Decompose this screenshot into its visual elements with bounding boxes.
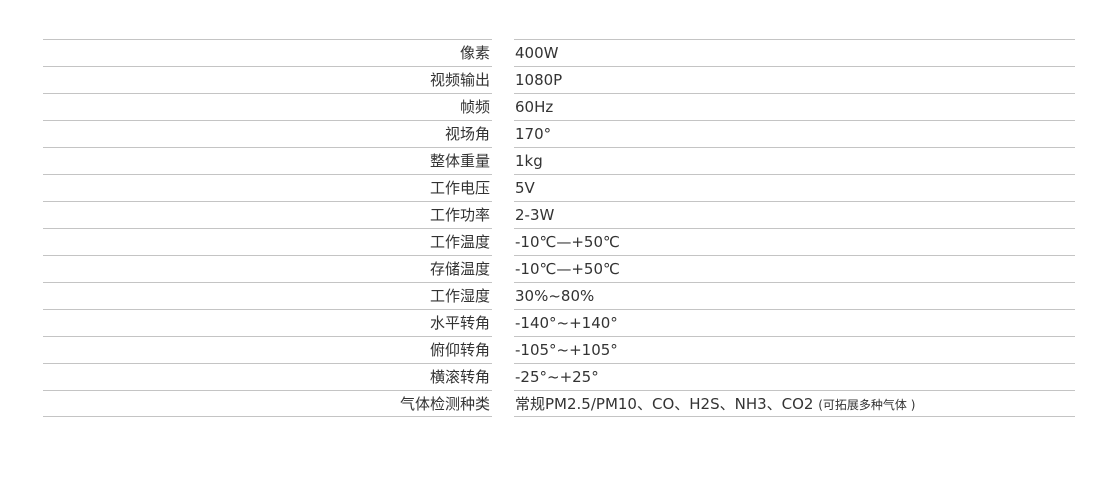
spec-row: 工作温度 -10℃—+50℃: [43, 228, 1075, 255]
spec-value: -10℃—+50℃: [514, 228, 1075, 255]
spec-value: 1080P: [514, 66, 1075, 93]
spec-row: 俯仰转角 -105°~+105°: [43, 336, 1075, 363]
spec-value-text: 常规PM2.5/PM10、CO、H2S、NH3、CO2: [515, 395, 814, 413]
spec-value: 30%~80%: [514, 282, 1075, 309]
spec-value-text: 170°: [515, 125, 552, 143]
spec-label: 俯仰转角: [43, 336, 492, 363]
spec-value: 170°: [514, 120, 1075, 147]
spec-row: 工作电压 5V: [43, 174, 1075, 201]
spec-value-text: 2-3W: [515, 206, 555, 224]
spec-value: 1kg: [514, 147, 1075, 174]
spec-row: 存储温度 -10℃—+50℃: [43, 255, 1075, 282]
spec-value: 400W: [514, 39, 1075, 66]
spec-value: -10℃—+50℃: [514, 255, 1075, 282]
spec-value-text: 30%~80%: [515, 287, 595, 305]
spec-label: 整体重量: [43, 147, 492, 174]
spec-value-text: 1080P: [515, 71, 563, 89]
spec-value-text: -10℃—+50℃: [515, 233, 620, 251]
spec-value: 2-3W: [514, 201, 1075, 228]
spec-row: 像素 400W: [43, 39, 1075, 66]
spec-value-text: 5V: [515, 179, 535, 197]
spec-label: 视场角: [43, 120, 492, 147]
spec-label: 帧频: [43, 93, 492, 120]
spec-label: 横滚转角: [43, 363, 492, 390]
spec-label: 像素: [43, 39, 492, 66]
spec-label: 存储温度: [43, 255, 492, 282]
spec-value: 60Hz: [514, 93, 1075, 120]
spec-row: 工作功率 2-3W: [43, 201, 1075, 228]
spec-value: -105°~+105°: [514, 336, 1075, 363]
spec-label: 视频输出: [43, 66, 492, 93]
spec-row: 视场角 170°: [43, 120, 1075, 147]
spec-row: 工作湿度 30%~80%: [43, 282, 1075, 309]
spec-value-text: -105°~+105°: [515, 341, 618, 359]
spec-value-text: -140°~+140°: [515, 314, 618, 332]
spec-value-text: 60Hz: [515, 98, 554, 116]
spec-row: 视频输出 1080P: [43, 66, 1075, 93]
spec-value-text: 1kg: [515, 152, 543, 170]
spec-row: 横滚转角 -25°~+25°: [43, 363, 1075, 390]
spec-value: 常规PM2.5/PM10、CO、H2S、NH3、CO2 (可拓展多种气体 ): [514, 390, 1075, 417]
spec-label: 工作电压: [43, 174, 492, 201]
spec-value: 5V: [514, 174, 1075, 201]
spec-value: -25°~+25°: [514, 363, 1075, 390]
spec-value-text: 400W: [515, 44, 559, 62]
spec-value-text: -10℃—+50℃: [515, 260, 620, 278]
spec-value-text: -25°~+25°: [515, 368, 599, 386]
spec-row: 气体检测种类 常规PM2.5/PM10、CO、H2S、NH3、CO2 (可拓展多种…: [43, 390, 1075, 417]
spec-label: 气体检测种类: [43, 390, 492, 417]
spec-label: 水平转角: [43, 309, 492, 336]
spec-row: 整体重量 1kg: [43, 147, 1075, 174]
spec-label: 工作湿度: [43, 282, 492, 309]
spec-row: 水平转角 -140°~+140°: [43, 309, 1075, 336]
spec-value-note: (可拓展多种气体 ): [818, 398, 916, 412]
spec-label: 工作温度: [43, 228, 492, 255]
spec-row: 帧频 60Hz: [43, 93, 1075, 120]
spec-table: 像素 400W 视频输出 1080P 帧频 60Hz 视场角 170° 整体重量 1kg 工作电压 5…: [43, 39, 1075, 417]
spec-value: -140°~+140°: [514, 309, 1075, 336]
spec-label: 工作功率: [43, 201, 492, 228]
